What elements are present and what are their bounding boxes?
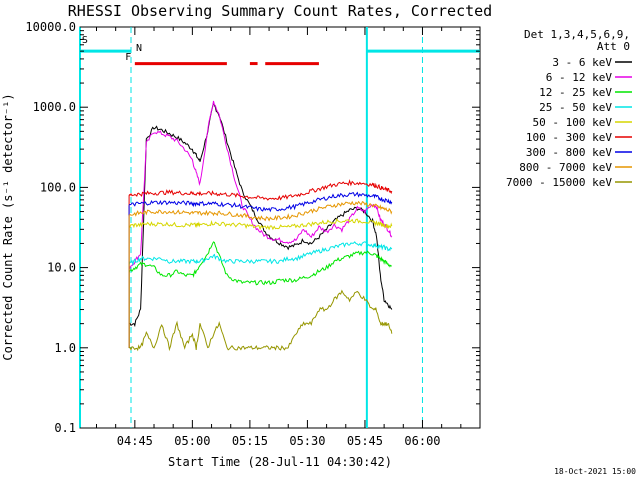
n-marker-label: N <box>136 43 142 54</box>
legend-header: Det 1,3,4,5,6,9, <box>524 28 630 41</box>
legend-label: 12 - 25 keV <box>539 86 612 99</box>
y-tick-label: 1.0 <box>54 341 76 355</box>
y-tick-label: 1000.0 <box>33 100 76 114</box>
plot-series <box>128 100 393 352</box>
y-tick-label: 10000.0 <box>25 20 76 34</box>
series-line <box>128 179 393 201</box>
y-axis-label: Corrected Count Rate (s⁻¹ detector⁻¹) <box>1 93 15 360</box>
legend-label: 7000 - 15000 keV <box>506 176 612 189</box>
x-tick-label: 04:45 <box>117 434 153 448</box>
chart-title: RHESSI Observing Summary Count Rates, Co… <box>68 2 492 20</box>
legend-label: 800 - 7000 keV <box>519 161 612 174</box>
y-tick-label: 100.0 <box>40 180 76 194</box>
y-tick-label: 0.1 <box>54 421 76 435</box>
x-tick-label: 05:30 <box>289 434 325 448</box>
legend-header: Att 0 <box>597 40 630 53</box>
s-marker-label: S <box>82 35 88 46</box>
f-marker-label: F <box>125 52 131 63</box>
plot-guides <box>79 27 423 428</box>
series-line <box>128 241 392 286</box>
series-line <box>128 101 393 328</box>
x-axis-label: Start Time (28-Jul-11 04:30:42) <box>168 455 392 469</box>
series-line <box>128 100 393 270</box>
footer-timestamp: 18-Oct-2021 15:00 <box>554 467 636 476</box>
y-tick-label: 10.0 <box>47 261 76 275</box>
legend-label: 100 - 300 keV <box>526 131 612 144</box>
x-tick-label: 06:00 <box>404 434 440 448</box>
series-line <box>128 217 393 231</box>
legend-label: 50 - 100 keV <box>533 116 613 129</box>
legend-label: 3 - 6 keV <box>552 56 612 69</box>
x-tick-label: 05:45 <box>347 434 383 448</box>
legend-label: 6 - 12 keV <box>546 71 613 84</box>
series-line <box>128 289 393 352</box>
series-line <box>128 191 393 213</box>
flag-bars: S NF <box>80 35 480 66</box>
series-line <box>128 200 393 222</box>
x-tick-label: 05:00 <box>174 434 210 448</box>
x-tick-label: 05:15 <box>232 434 268 448</box>
axes: 0.1 1.0 10.0 100.0 1000.0 10000.0 04:45 05:00 05… <box>25 20 480 448</box>
legend: Det 1,3,4,5,6,9,Att 0 3 - 6 keV 6 - 12 keV… <box>506 28 632 189</box>
legend-label: 300 - 800 keV <box>526 146 612 159</box>
legend-label: 25 - 50 keV <box>539 101 612 114</box>
series-line <box>128 241 393 267</box>
